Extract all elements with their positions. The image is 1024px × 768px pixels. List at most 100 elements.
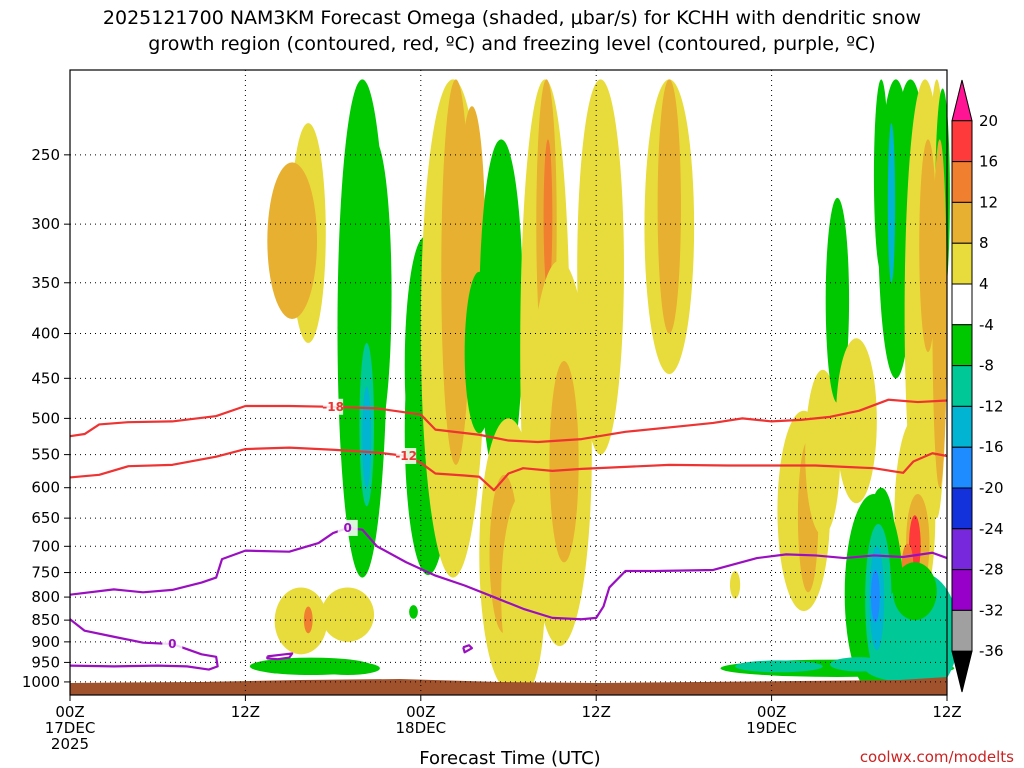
colorbar-label-12: -32	[979, 601, 1004, 619]
contour-label-2: 0	[344, 521, 352, 535]
omega-shade-44	[932, 139, 947, 488]
y-tick-label-550: 550	[31, 446, 60, 464]
contour-label-bg-1	[396, 447, 417, 464]
y-tick-label-600: 600	[31, 479, 60, 497]
colorbar-label-1: 16	[979, 153, 998, 171]
omega-shade-59	[892, 562, 937, 621]
omega-shade-23	[657, 79, 681, 334]
colorbar-swatch-3	[951, 201, 973, 244]
plot-frame	[69, 69, 948, 696]
grid-lines	[69, 70, 948, 695]
colorbar-swatch-6	[951, 324, 973, 367]
x-tick-label-24-0: 00Z	[406, 703, 435, 721]
colorbar-swatch-8	[951, 405, 973, 448]
contour-label-bg-3	[162, 635, 183, 652]
omega-shade-53	[735, 660, 823, 673]
temperature-contours: -18 -12 0 0	[69, 398, 948, 671]
omega-shade-1	[267, 162, 318, 320]
x-axis-label: Forecast Time (UTC)	[419, 748, 600, 768]
colorbar-label-10: -24	[979, 520, 1004, 538]
contour-label-bg-0	[323, 398, 344, 415]
omega-shading	[249, 79, 959, 696]
chart-title-line1: 2025121700 NAM3KM Forecast Omega (shaded…	[103, 7, 921, 29]
omega-shade-24	[274, 587, 328, 655]
colorbar-swatch-12	[951, 569, 973, 611]
colorbar-legend: 20 16 12 8 4 -4 -8 -12 -16 -20 -24 -28 -32 -36	[951, 79, 1004, 693]
y-tick-label-700: 700	[31, 537, 60, 555]
omega-shade-28	[315, 661, 380, 676]
omega-shade-42	[919, 139, 937, 353]
omega-shade-32	[805, 369, 841, 536]
x-tick-label-48-0: 00Z	[757, 703, 786, 721]
omega-shade-12	[464, 271, 494, 434]
omega-shade-35	[835, 338, 877, 504]
colorbar-label-13: -36	[979, 642, 1004, 660]
colorbar-swatch-7	[951, 365, 973, 407]
omega-shade-39	[887, 123, 896, 283]
x-tick-label-0-0: 00Z	[55, 703, 84, 721]
x-tick-label-48-1: 19DEC	[746, 719, 797, 737]
omega-shade-20	[501, 493, 546, 695]
colorbar-swatch-4	[951, 242, 973, 285]
y-tick-label-1000: 1000	[22, 673, 60, 691]
contour-label-bg-2	[337, 519, 358, 536]
contour-line-3	[69, 618, 219, 671]
colorbar-label-7: -12	[979, 397, 1004, 415]
colorbar-label-3: 8	[979, 234, 989, 252]
x-tick-label-0-1: 17DEC	[45, 719, 96, 737]
x-tick-label-0-2: 2025	[51, 735, 89, 753]
omega-shade-15	[543, 139, 553, 294]
contour-line-1	[69, 446, 948, 492]
colorbar-label-9: -20	[979, 479, 1004, 497]
contour-label-1: -12	[395, 449, 417, 463]
omega-shade-17	[549, 361, 579, 563]
colorbar-swatch-5	[951, 283, 973, 326]
plot-area: -18 -12 0 0	[69, 69, 959, 696]
credit-text: coolwx.com/modelts	[860, 748, 1014, 766]
contour-label-3: 0	[168, 637, 176, 651]
contour-line-0	[69, 398, 948, 444]
omega-shade-5	[362, 386, 372, 488]
x-tick-label-60-0: 12Z	[932, 703, 961, 721]
colorbar-label-6: -8	[979, 357, 994, 375]
y-tick-label-450: 450	[31, 369, 60, 387]
x-tick-label-24-1: 18DEC	[396, 719, 447, 737]
colorbar-label-11: -28	[979, 561, 1004, 579]
colorbar-label-0: 20	[979, 112, 998, 130]
x-tick-label-12-0: 12Z	[231, 703, 260, 721]
y-tick-label-650: 650	[31, 509, 60, 527]
colorbar-swatch-1	[951, 120, 973, 163]
colorbar-label-2: 12	[979, 193, 998, 211]
y-tick-label-950: 950	[31, 653, 60, 671]
omega-shade-26	[321, 587, 375, 642]
colorbar-label-8: -16	[979, 438, 1004, 456]
y-tick-label-750: 750	[31, 564, 60, 582]
y-tick-label-300: 300	[31, 215, 60, 233]
colorbar-label-5: -4	[979, 316, 994, 334]
omega-shade-38	[873, 79, 889, 272]
chart-title-line2: growth region (contoured, red, ºC) and f…	[148, 33, 875, 55]
colorbar-swatch-14	[951, 650, 973, 693]
colorbar-swatch-9	[951, 446, 973, 489]
y-tick-label-350: 350	[31, 274, 60, 292]
colorbar-label-4: 4	[979, 275, 989, 293]
y-tick-label-900: 900	[31, 633, 60, 651]
y-tick-label-800: 800	[31, 588, 60, 606]
omega-shade-25	[303, 606, 313, 634]
y-tick-label-850: 850	[31, 611, 60, 629]
omega-shade-58	[870, 569, 880, 623]
colorbar-swatch-2	[951, 161, 973, 203]
contour-line-5	[462, 644, 474, 654]
colorbar-swatch-10	[951, 487, 973, 530]
y-tick-label-500: 500	[31, 409, 60, 427]
colorbar-swatch-0	[951, 79, 973, 122]
y-axis: 250 300 350 400 450 500 550 600 650 700 750 800 850 9…	[22, 146, 70, 691]
omega-shade-34	[825, 197, 850, 403]
contour-line-2	[69, 526, 948, 621]
colorbar-swatch-11	[951, 528, 973, 571]
contour-line-4	[266, 652, 294, 661]
colorbar-swatch-13	[951, 609, 973, 652]
omega-shade-21	[577, 79, 624, 455]
omega-shade-33	[729, 571, 741, 599]
